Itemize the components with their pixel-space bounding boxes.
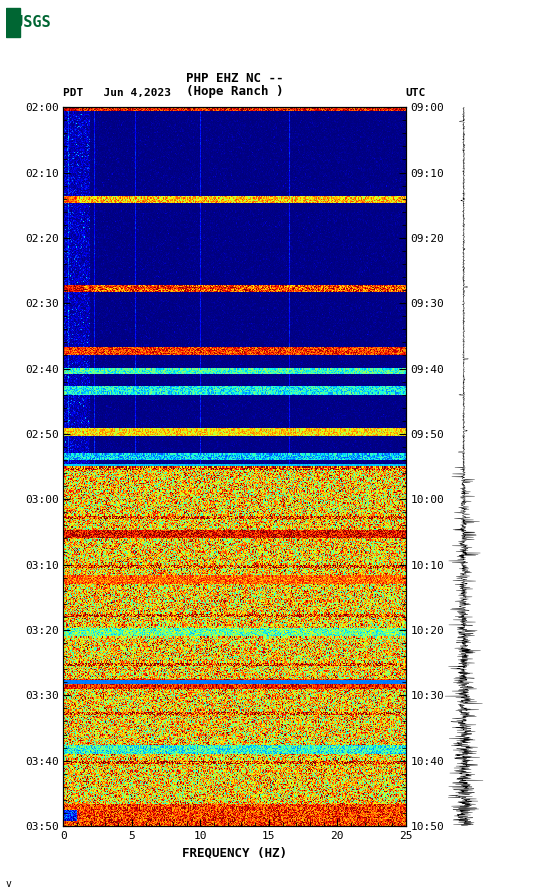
Text: v: v xyxy=(6,879,12,889)
FancyArrow shape xyxy=(6,8,20,37)
Text: PDT   Jun 4,2023: PDT Jun 4,2023 xyxy=(63,88,172,98)
Text: (Hope Ranch ): (Hope Ranch ) xyxy=(186,85,283,98)
Text: PHP EHZ NC --: PHP EHZ NC -- xyxy=(186,71,283,85)
X-axis label: FREQUENCY (HZ): FREQUENCY (HZ) xyxy=(182,847,287,859)
Text: ≡USGS: ≡USGS xyxy=(6,15,51,29)
Text: UTC: UTC xyxy=(406,88,426,98)
